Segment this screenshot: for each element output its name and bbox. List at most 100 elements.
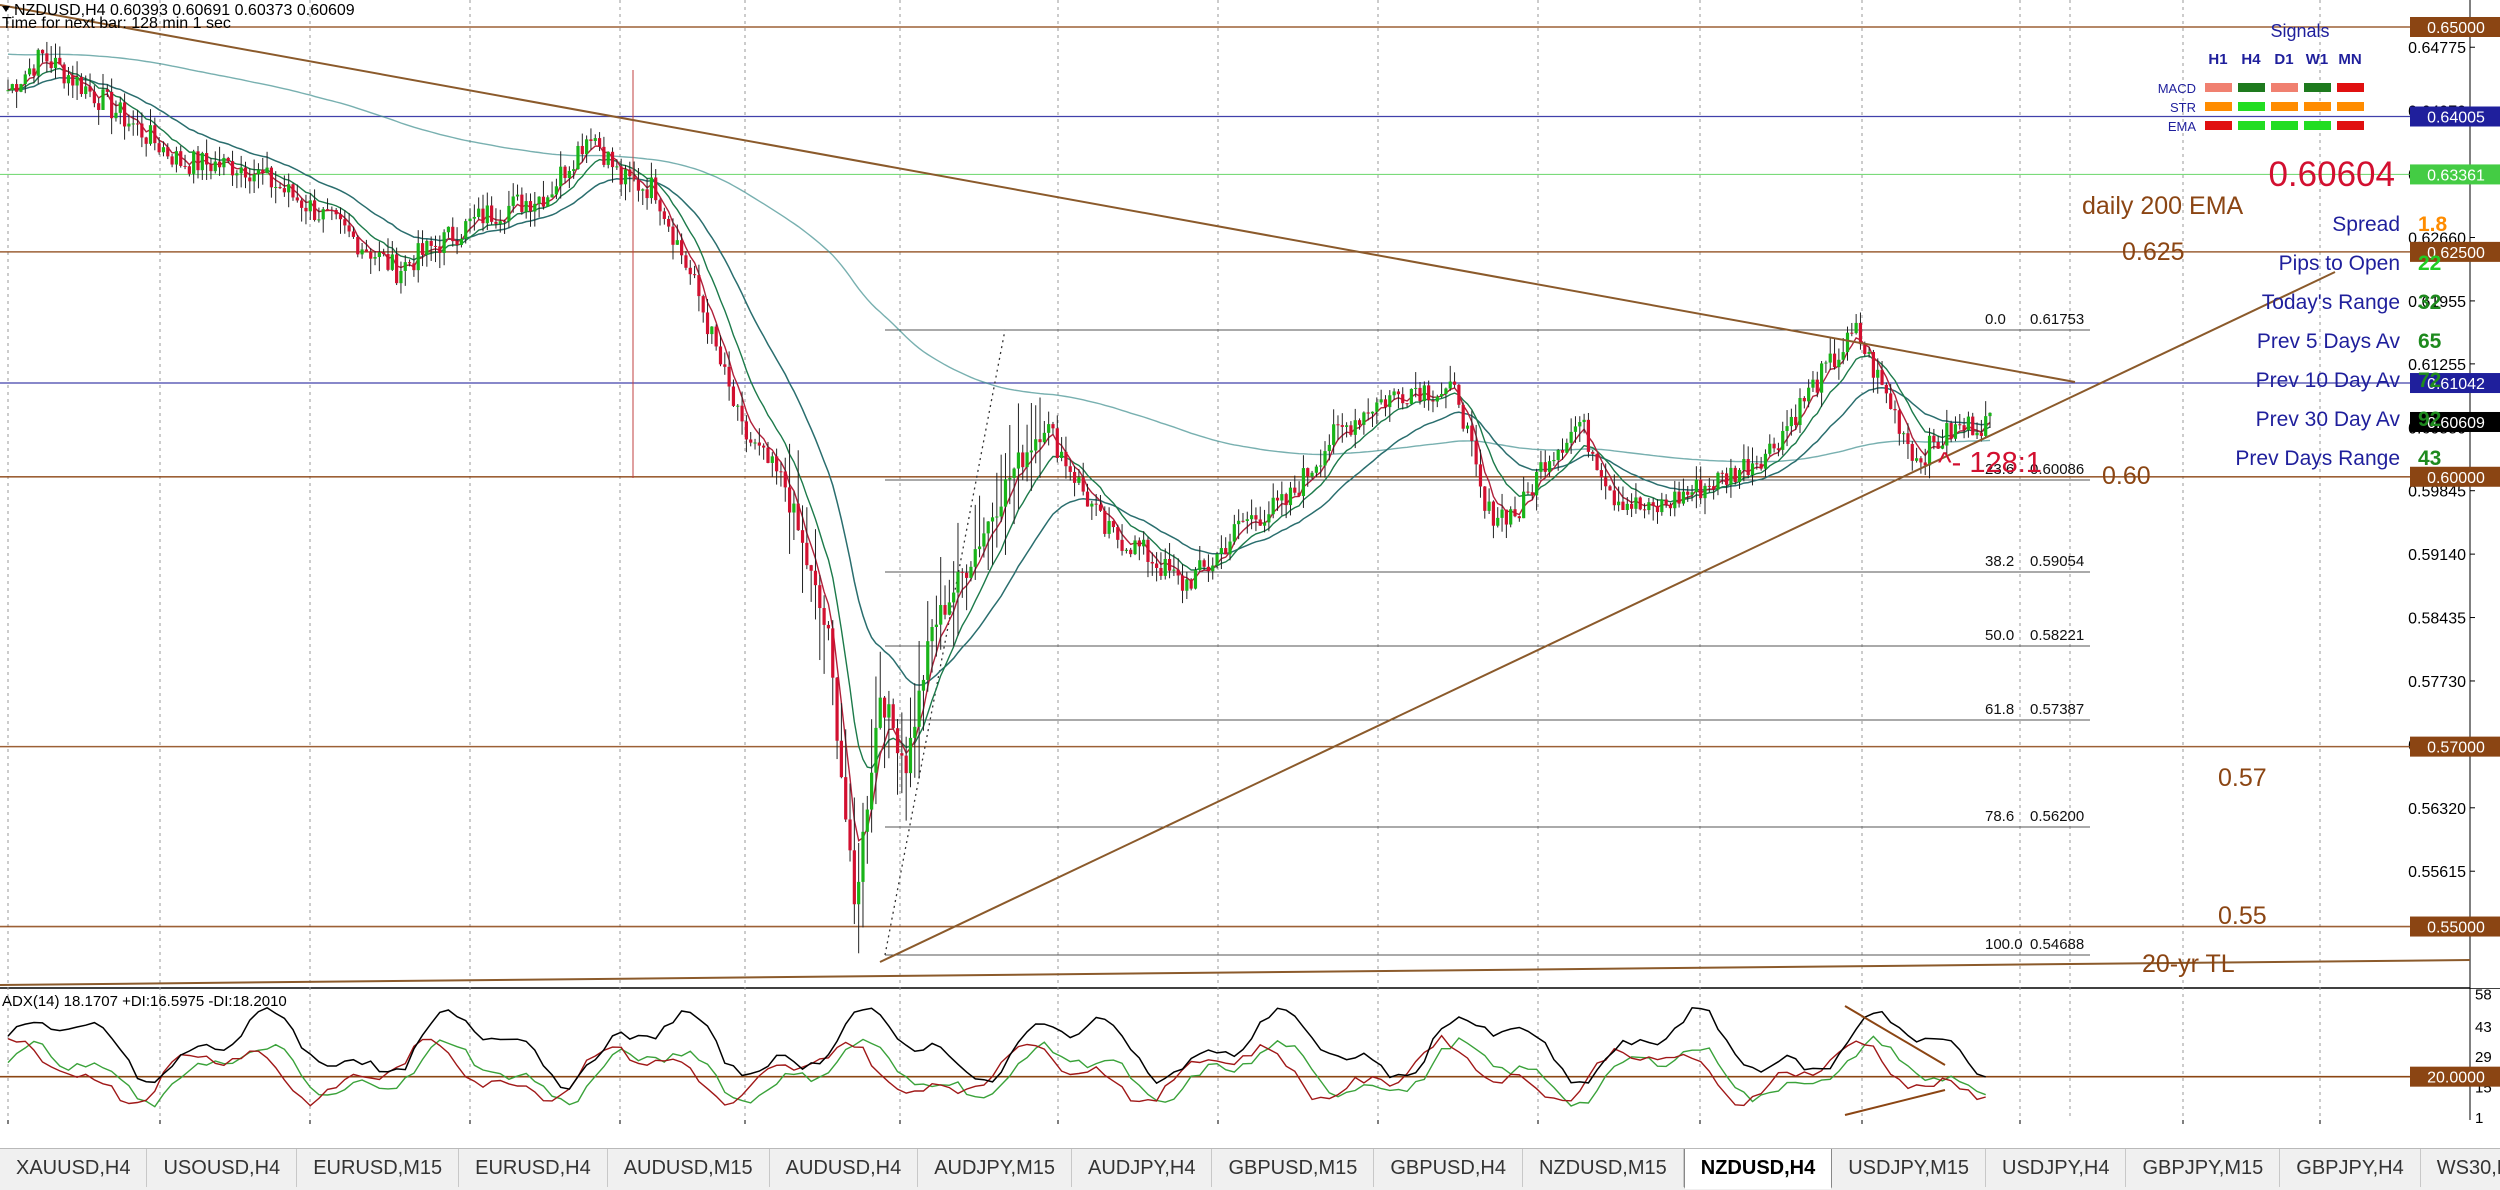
candle-body (1107, 520, 1111, 534)
candle-body (835, 677, 839, 741)
candle-body (826, 624, 831, 629)
tab-ws30-m15[interactable]: WS30,M15 (2421, 1149, 2500, 1187)
tab-gbpjpy-m15[interactable]: GBPJPY,M15 (2126, 1149, 2281, 1187)
adx-main-line (7, 1006, 1986, 1090)
candle-body (740, 405, 744, 422)
tab-audjpy-m15[interactable]: AUDJPY,M15 (918, 1149, 1072, 1187)
candle-body (1824, 362, 1828, 364)
candle-body (546, 197, 550, 207)
candle-body (1133, 540, 1137, 555)
fib-level-label: 38.2 (1985, 553, 2014, 570)
tab-usdjpy-h4[interactable]: USDJPY,H4 (1986, 1149, 2127, 1187)
tab-eurusd-m15[interactable]: EURUSD,M15 (297, 1149, 460, 1187)
tab-nzdusd-h4[interactable]: NZDUSD,H4 (1683, 1149, 1833, 1189)
candle-body (343, 219, 347, 226)
candle-body (934, 624, 938, 628)
tab-audjpy-h4[interactable]: AUDJPY,H4 (1072, 1149, 1213, 1187)
candle-body (1828, 353, 1832, 363)
fib-price-label: 0.57387 (2030, 701, 2084, 718)
candle-body (1629, 503, 1634, 509)
candle-body (1051, 424, 1055, 429)
candle-body (1280, 494, 1284, 501)
signal-row-label: MACD (2158, 81, 2196, 96)
candle-body (1509, 509, 1513, 525)
candle-body (969, 566, 973, 578)
candle-body (805, 542, 809, 566)
candle-body (921, 679, 926, 691)
candle-body (364, 249, 369, 252)
tab-eurusd-h4[interactable]: EURUSD,H4 (459, 1149, 608, 1187)
candle-body (554, 186, 558, 195)
signal-row-label: EMA (2168, 119, 2197, 134)
price-tag (2410, 241, 2500, 262)
candle-body (494, 221, 498, 224)
price-tag-label: 0.57000 (2427, 740, 2485, 757)
candle-body (1241, 520, 1245, 522)
candle-body (498, 221, 502, 224)
candle-body (1755, 463, 1759, 465)
candle-body (602, 146, 606, 165)
candle-body (1815, 379, 1819, 393)
price-tag (2410, 106, 2500, 127)
tab-usdjpy-m15[interactable]: USDJPY,M15 (1832, 1149, 1987, 1187)
candle-body (1202, 560, 1206, 567)
candle-body (865, 809, 869, 832)
tab-xauusd-h4[interactable]: XAUUSD,H4 (0, 1149, 148, 1187)
candle-body (1314, 466, 1318, 473)
candle-body (926, 641, 930, 680)
price-tag-label: 0.64005 (2427, 109, 2485, 126)
candle-body (295, 197, 299, 201)
candle-body (662, 211, 666, 219)
candle-body (300, 200, 304, 208)
candle-body (667, 218, 671, 227)
chart-area[interactable]: 7 Feb 202013 Feb 20:0019 Feb 20:0025 Feb… (0, 0, 2500, 1140)
candle-body (1310, 472, 1314, 477)
candle-body (800, 530, 805, 543)
tab-gbpjpy-h4[interactable]: GBPJPY,H4 (2280, 1149, 2421, 1187)
candle-body (1837, 359, 1841, 368)
price-tag (2410, 164, 2500, 185)
stat-label: Pips to Open (2279, 252, 2400, 275)
adx-label: ADX(14) 18.1707 +DI:16.5975 -DI:18.2010 (2, 993, 287, 1010)
tab-audusd-h4[interactable]: AUDUSD,H4 (770, 1149, 919, 1187)
tab-usousd-h4[interactable]: USOUSD,H4 (147, 1149, 298, 1187)
candle-body (66, 75, 71, 84)
candle-body (1988, 412, 1992, 417)
candle-body (1958, 424, 1962, 426)
candle-body (995, 516, 999, 518)
candle-body (580, 145, 584, 155)
candle-body (848, 819, 852, 851)
candle-body (1673, 491, 1677, 509)
candle-body (559, 166, 563, 187)
price-chart[interactable]: 7 Feb 202013 Feb 20:0019 Feb 20:0025 Feb… (0, 0, 2500, 1140)
fib-price-label: 0.54688 (2030, 936, 2084, 953)
candle-body (597, 138, 602, 147)
candle-body (209, 164, 213, 172)
candle-body (256, 169, 261, 175)
tab-gbpusd-h4[interactable]: GBPUSD,H4 (1374, 1149, 1523, 1187)
candle-body (213, 161, 217, 172)
candle-body (1582, 419, 1586, 423)
candle-body (533, 203, 537, 212)
candle-body (312, 200, 317, 220)
tab-nzdusd-m15[interactable]: NZDUSD,M15 (1523, 1149, 1684, 1187)
candle-body (23, 74, 27, 85)
candle-body (1984, 416, 1988, 436)
candle-body (1517, 516, 1521, 519)
signal-cell (2205, 121, 2232, 130)
candle-body (1893, 408, 1897, 411)
twenty-year-trendline (0, 959, 2471, 986)
candle-body (1021, 452, 1025, 468)
tab-audusd-m15[interactable]: AUDUSD,M15 (608, 1149, 770, 1187)
candle-body (1414, 387, 1418, 389)
candle-body (196, 151, 200, 171)
candle-body (1366, 412, 1370, 414)
candle-body (140, 123, 144, 138)
candle-body (174, 151, 179, 165)
candle-body (520, 194, 524, 212)
candle-body (1042, 432, 1046, 443)
fib-level-label: 78.6 (1985, 808, 2014, 825)
candle-body (809, 565, 813, 571)
signals-title: Signals (2270, 21, 2329, 41)
tab-gbpusd-m15[interactable]: GBPUSD,M15 (1212, 1149, 1375, 1187)
